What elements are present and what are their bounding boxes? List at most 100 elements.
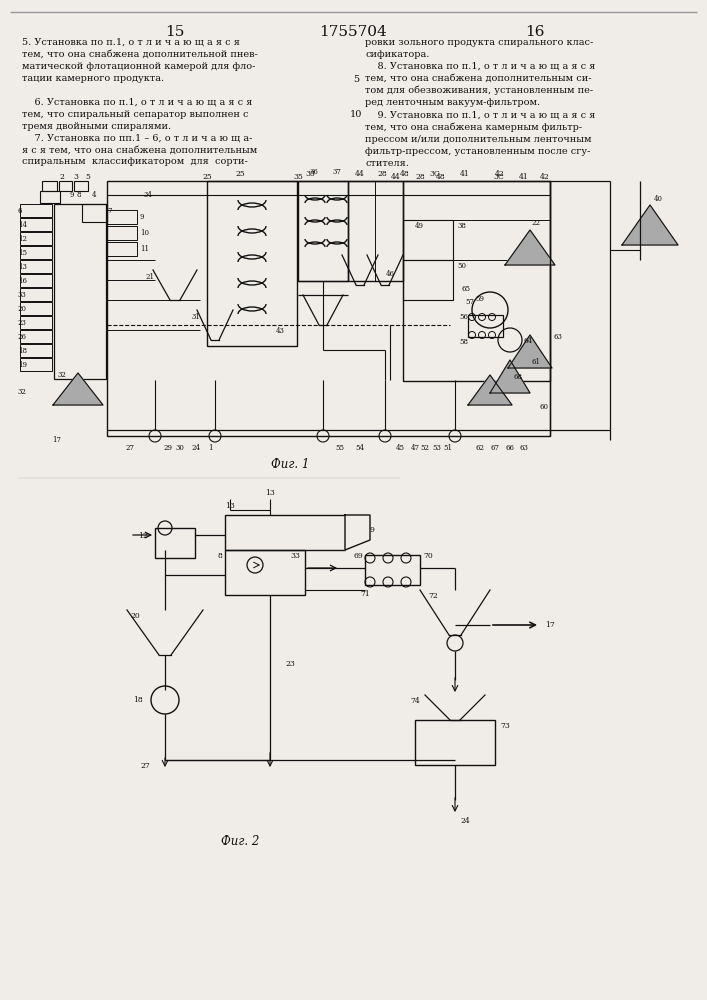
Text: 18: 18 — [133, 696, 143, 704]
Text: 68: 68 — [513, 373, 522, 381]
Bar — [20, 218, 52, 231]
Text: 30: 30 — [175, 444, 185, 452]
Bar — [225, 550, 305, 595]
Text: 26: 26 — [18, 333, 27, 341]
Text: 3: 3 — [74, 173, 78, 181]
Text: 33: 33 — [18, 291, 27, 299]
Bar — [468, 315, 503, 337]
Text: 46: 46 — [385, 270, 395, 278]
Bar — [20, 204, 52, 217]
Text: 60: 60 — [540, 403, 549, 411]
Text: 19: 19 — [18, 361, 27, 369]
Text: 48: 48 — [436, 173, 446, 181]
Text: 2: 2 — [59, 173, 64, 181]
Bar — [415, 720, 495, 765]
Text: 49: 49 — [415, 222, 424, 230]
Polygon shape — [508, 335, 552, 368]
Text: 12: 12 — [18, 235, 27, 243]
Text: 72: 72 — [428, 592, 438, 600]
Text: 15: 15 — [165, 25, 185, 39]
Text: Фиг. 2: Фиг. 2 — [221, 835, 259, 848]
Text: 28: 28 — [415, 173, 425, 181]
Text: 59: 59 — [475, 295, 484, 303]
Text: 48: 48 — [400, 170, 410, 178]
Bar — [365, 555, 420, 585]
Text: 67: 67 — [491, 444, 500, 452]
Text: 25: 25 — [235, 170, 245, 178]
Bar — [20, 274, 52, 287]
Bar — [403, 181, 550, 381]
Text: 9: 9 — [370, 526, 375, 534]
Text: 5: 5 — [86, 173, 90, 181]
Text: 13: 13 — [265, 489, 275, 497]
Bar — [59, 181, 72, 191]
Text: 25: 25 — [202, 173, 212, 181]
Text: 69: 69 — [354, 552, 363, 560]
Bar — [20, 316, 52, 329]
Polygon shape — [345, 515, 370, 550]
Bar — [20, 302, 52, 315]
Text: 10: 10 — [140, 229, 149, 237]
Text: 16: 16 — [18, 277, 27, 285]
Text: 63: 63 — [553, 333, 562, 341]
Bar — [20, 288, 52, 301]
Text: 5: 5 — [353, 75, 359, 84]
Text: 11: 11 — [140, 245, 149, 253]
Text: 32: 32 — [57, 371, 66, 379]
Text: 5. Установка по п.1, о т л и ч а ю щ а я с я
тем, что она снабжена дополнительно: 5. Установка по п.1, о т л и ч а ю щ а я… — [22, 38, 258, 166]
Bar — [107, 226, 137, 240]
Text: 45: 45 — [395, 444, 404, 452]
Text: 38: 38 — [457, 222, 466, 230]
Text: 12: 12 — [139, 532, 148, 540]
Text: 16: 16 — [525, 25, 545, 39]
Text: 3C: 3C — [493, 173, 504, 181]
Text: 20: 20 — [18, 305, 27, 313]
Text: 1755704: 1755704 — [319, 25, 387, 39]
Text: 44: 44 — [391, 173, 401, 181]
Text: 34: 34 — [144, 191, 153, 199]
Text: 65: 65 — [462, 285, 471, 293]
Text: ровки зольного продукта спирального клас-
сификатора.
    8. Установка по п.1, о: ровки зольного продукта спирального клас… — [365, 38, 595, 168]
Text: 56: 56 — [459, 313, 468, 321]
Bar — [82, 204, 107, 222]
Text: 35: 35 — [293, 173, 303, 181]
Polygon shape — [505, 230, 555, 265]
Text: 44: 44 — [355, 170, 365, 178]
Text: 8: 8 — [77, 191, 81, 199]
Text: 18: 18 — [18, 347, 27, 355]
Text: 7: 7 — [107, 207, 112, 215]
Text: 47: 47 — [411, 444, 419, 452]
Text: 36: 36 — [310, 168, 318, 176]
Bar — [20, 260, 52, 273]
Text: 32: 32 — [18, 388, 27, 396]
Text: 62: 62 — [476, 444, 484, 452]
Text: 13: 13 — [18, 263, 27, 271]
Text: 53: 53 — [433, 444, 441, 452]
Text: 22: 22 — [532, 219, 541, 227]
Bar — [225, 515, 345, 550]
Text: 28: 28 — [377, 170, 387, 178]
Polygon shape — [622, 205, 678, 245]
Text: 27: 27 — [126, 444, 134, 452]
Text: 17: 17 — [52, 436, 61, 444]
Text: 9: 9 — [140, 213, 144, 221]
Text: 4: 4 — [92, 191, 96, 199]
Text: 27: 27 — [140, 762, 150, 770]
Text: 55: 55 — [336, 444, 344, 452]
Bar — [107, 242, 137, 256]
Bar — [74, 181, 88, 191]
Text: 71: 71 — [360, 590, 370, 598]
Text: 24: 24 — [192, 444, 201, 452]
Text: 57: 57 — [465, 298, 474, 306]
Text: 66: 66 — [506, 444, 515, 452]
Text: 3C: 3C — [430, 170, 440, 178]
Text: 58: 58 — [459, 338, 468, 346]
Text: 8: 8 — [217, 552, 222, 560]
Text: 43: 43 — [276, 327, 284, 335]
Text: 42: 42 — [495, 170, 505, 178]
Text: 29: 29 — [163, 444, 173, 452]
Bar — [20, 330, 52, 343]
Text: 50: 50 — [457, 262, 466, 270]
Text: 17: 17 — [545, 621, 555, 629]
Text: 33: 33 — [290, 552, 300, 560]
